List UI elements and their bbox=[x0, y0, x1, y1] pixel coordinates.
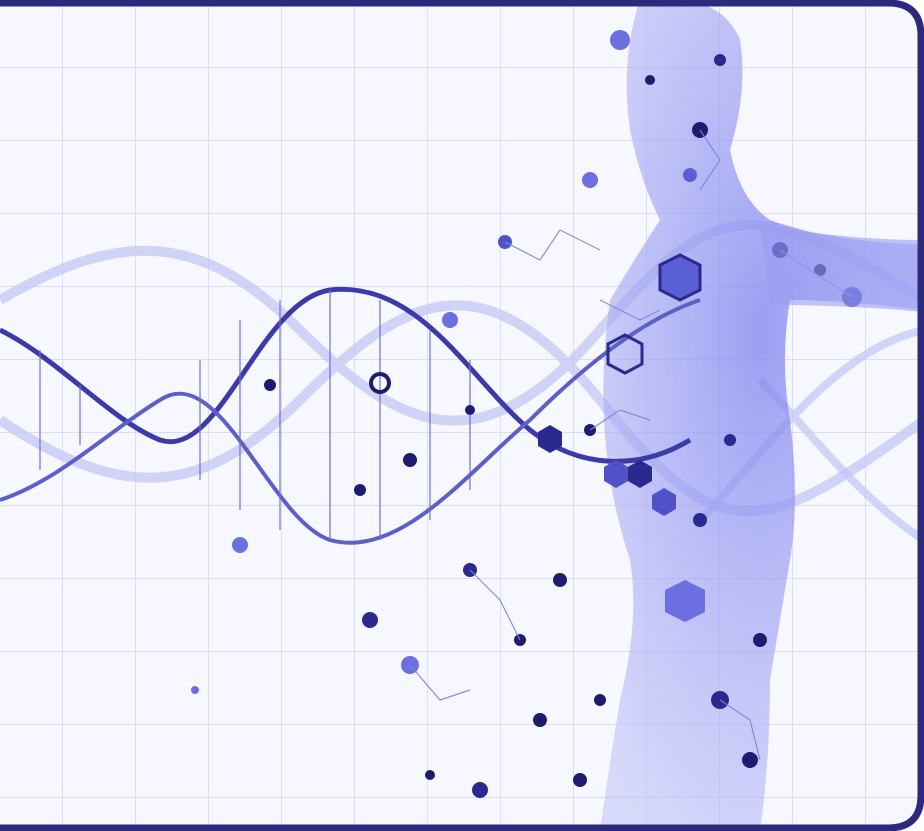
figure-arm bbox=[760, 225, 924, 312]
human-figure bbox=[600, 0, 924, 831]
dna-helix bbox=[0, 286, 701, 545]
